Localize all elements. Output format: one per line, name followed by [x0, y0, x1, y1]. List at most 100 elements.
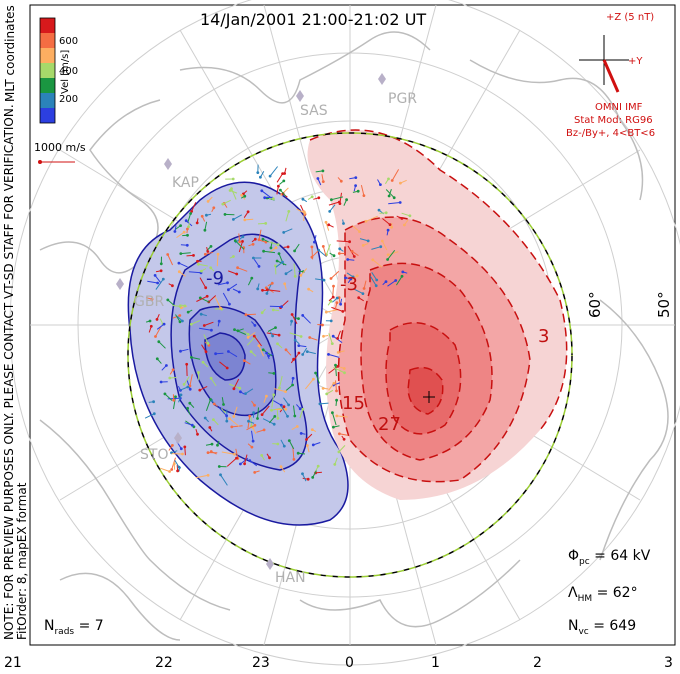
vector-line	[148, 401, 154, 403]
vector-line	[315, 170, 323, 173]
vector-line	[175, 314, 181, 323]
vector-line	[279, 180, 285, 185]
vector-line	[199, 327, 212, 331]
vector-line	[382, 218, 391, 225]
vector-line	[296, 208, 306, 214]
vector-line	[266, 453, 270, 459]
velocity-vectors	[144, 164, 412, 486]
dawn-convection-cell	[307, 129, 568, 500]
vector-line	[266, 332, 280, 336]
vector-line	[186, 254, 194, 257]
vector-line	[261, 190, 272, 199]
vector-line	[363, 280, 367, 289]
vector-line	[258, 345, 265, 357]
vector-line	[252, 427, 257, 435]
vector-line	[156, 358, 162, 364]
vector-line	[326, 309, 339, 313]
vector-line	[302, 473, 307, 482]
stat-n-vc: Nvc = 649	[568, 618, 637, 637]
vector-line	[223, 203, 228, 208]
vector-line	[198, 263, 208, 267]
stat-phi-pc: Φpc = 64 kV	[568, 548, 651, 567]
vector-line	[231, 188, 237, 200]
vector-line	[180, 244, 188, 246]
vector-line	[228, 270, 237, 275]
vector-line	[312, 470, 317, 478]
vector-line	[253, 259, 260, 267]
vector-origin	[238, 240, 242, 244]
vector-line	[271, 394, 275, 408]
vector-line	[283, 246, 289, 248]
vector-line	[351, 250, 359, 257]
vector-line	[315, 372, 320, 384]
vector-line	[257, 283, 260, 290]
vector-line	[201, 344, 207, 353]
vector-line	[271, 399, 282, 406]
vector-line	[285, 269, 293, 275]
mlt-tick-21: 21	[4, 655, 22, 671]
vector-line	[285, 211, 290, 222]
vector-line	[205, 251, 214, 255]
vector-line	[210, 267, 215, 272]
vector-line	[330, 270, 340, 279]
vector-line	[345, 277, 352, 280]
vector-line	[222, 199, 231, 205]
vector-line	[342, 219, 344, 224]
vector-line	[401, 212, 411, 217]
vector-line	[158, 341, 166, 349]
vector-line	[217, 440, 220, 446]
vector-line	[254, 470, 260, 473]
imf-source: OMNI IMF	[595, 102, 643, 113]
vector-line	[229, 190, 238, 194]
vector-line	[291, 378, 294, 384]
vector-line	[189, 374, 193, 387]
vector-line	[204, 221, 208, 231]
vector-line	[233, 214, 243, 220]
vector-line	[339, 192, 342, 204]
vector-line	[328, 366, 339, 374]
vector-line	[317, 324, 323, 326]
vector-line	[396, 215, 403, 219]
vector-line	[263, 250, 276, 254]
vector-line	[240, 391, 245, 395]
vector-line	[377, 179, 381, 185]
vector-line	[284, 283, 287, 290]
vector-line	[204, 417, 209, 423]
vector-line	[280, 189, 286, 197]
vector-line	[186, 379, 191, 390]
vector-line	[257, 407, 259, 419]
imf-dial	[579, 35, 629, 93]
vector-line	[251, 400, 255, 406]
vector-line	[283, 397, 290, 406]
vector-line	[346, 272, 354, 278]
vector-line	[213, 419, 219, 426]
vector-line	[262, 418, 275, 425]
vector-line	[246, 424, 256, 431]
vector-line	[302, 198, 308, 203]
vector-line	[268, 241, 279, 246]
vector-line	[187, 408, 191, 415]
vector-line	[331, 306, 343, 312]
vector-line	[352, 288, 364, 295]
vector-line	[229, 418, 240, 427]
vector-line	[183, 376, 190, 385]
vector-line	[388, 189, 392, 197]
vector-line	[340, 366, 345, 369]
vector-line	[220, 474, 228, 486]
vector-line	[261, 308, 266, 314]
vector-line	[334, 457, 338, 465]
vector-line	[302, 315, 311, 324]
vector-line	[296, 404, 301, 410]
vector-origin	[231, 177, 235, 181]
vector-line	[379, 212, 387, 214]
vector-line	[156, 313, 160, 320]
vector-line	[191, 202, 197, 212]
vector-line	[245, 388, 254, 395]
vector-line	[294, 243, 300, 252]
vector-line	[291, 314, 298, 325]
contour-label-3: 3	[538, 326, 550, 347]
vector-line	[180, 348, 189, 352]
map-title: 14/Jan/2001 21:00-21:02 UT	[200, 10, 427, 29]
vector-line	[176, 315, 183, 322]
vector-line	[387, 251, 399, 256]
